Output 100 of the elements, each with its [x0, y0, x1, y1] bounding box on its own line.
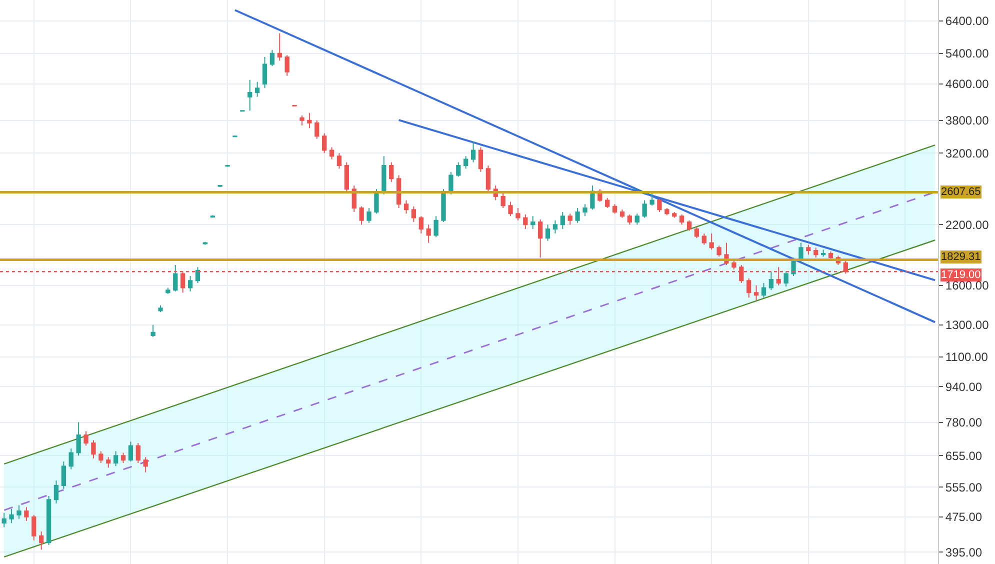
candlestick [694, 226, 700, 239]
candlestick [143, 456, 148, 473]
candlestick [575, 208, 580, 224]
candlestick [538, 218, 543, 258]
candlestick [336, 152, 342, 170]
y-tick-label: 1100.00 [945, 350, 988, 364]
candlestick [254, 81, 260, 98]
candlestick [9, 508, 14, 524]
candlestick [582, 204, 588, 217]
ref-line-label: 1829.31 [941, 251, 981, 263]
candlestick [262, 56, 268, 89]
candlestick [642, 200, 647, 218]
candlestick [552, 220, 558, 234]
candlestick [61, 461, 66, 490]
candlestick [136, 442, 140, 464]
candlestick [292, 104, 297, 107]
candlestick [486, 164, 490, 194]
candlestick [150, 324, 156, 338]
candlestick [166, 287, 170, 294]
candlestick [76, 422, 81, 456]
candlestick [814, 247, 818, 258]
candlestick [650, 190, 654, 206]
candlestick [16, 504, 22, 520]
candlestick [746, 278, 752, 298]
candlestick [500, 192, 506, 209]
y-tick-label: 3200.00 [945, 146, 990, 160]
candlestick [106, 456, 111, 468]
candlestick [523, 214, 528, 230]
candlestick [322, 132, 327, 154]
candlestick [478, 146, 484, 172]
candlestick [716, 245, 722, 258]
y-tick-label: 395.00 [945, 545, 982, 560]
candlestick [128, 441, 134, 462]
candlestick [188, 276, 193, 292]
y-tick-label: 780.00 [945, 416, 982, 430]
candlestick [46, 495, 52, 546]
candlestick [382, 156, 386, 195]
candlestick [24, 506, 29, 522]
candlestick [270, 49, 275, 67]
candlestick [768, 271, 774, 291]
candlestick [679, 214, 684, 226]
candlestick [627, 214, 632, 226]
candlestick [91, 440, 96, 460]
y-tick-label: 4600.00 [945, 77, 990, 92]
candlestick [620, 209, 625, 218]
candlestick [516, 208, 520, 221]
candlestick [426, 224, 431, 244]
candlestick [314, 120, 320, 140]
y-tick-label: 475.00 [945, 510, 982, 524]
candlestick [344, 162, 349, 194]
candlestick [508, 201, 513, 217]
candlestick [709, 232, 714, 250]
candlestick [195, 266, 200, 284]
candlestick [456, 162, 461, 178]
candlestick [68, 448, 74, 470]
candlestick [359, 206, 364, 226]
candlestick [798, 242, 804, 262]
candlestick [545, 224, 550, 242]
candlestick [702, 232, 706, 246]
candlestick [530, 216, 536, 230]
candlestick [470, 141, 476, 163]
candlestick [374, 188, 379, 214]
candlestick [329, 146, 334, 160]
candlestick [634, 213, 640, 226]
candlestick [672, 212, 677, 218]
candlestick [784, 271, 788, 288]
candlestick [664, 208, 670, 216]
candlestick [761, 282, 766, 298]
candlestick [284, 54, 290, 76]
candlestick [277, 32, 282, 62]
ref-line-label: 1719.00 [941, 269, 981, 281]
candlestick [120, 452, 126, 464]
candlestick [98, 450, 104, 464]
candlestick [464, 156, 468, 170]
candlestick [590, 185, 595, 210]
candlestick [389, 162, 394, 183]
candlestick [568, 213, 572, 226]
candlestick [300, 114, 304, 126]
candlestick [560, 212, 565, 230]
candlestick [828, 251, 834, 260]
y-tick-label: 555.00 [945, 480, 982, 494]
candlestick [158, 304, 163, 313]
candlestick [84, 430, 88, 446]
candlestick [806, 244, 811, 256]
y-tick-label: 6400.00 [945, 14, 990, 28]
candlestick [113, 450, 118, 467]
candlestick [32, 514, 36, 541]
candlestick [441, 188, 446, 223]
y-tick-label: 1600.00 [945, 278, 990, 293]
y-tick-label: 1300.00 [945, 318, 990, 332]
candlestick [54, 480, 59, 504]
candlestick [605, 197, 610, 209]
candlestick [210, 214, 215, 218]
candlestick [434, 216, 438, 238]
candlestick [218, 184, 222, 188]
candlestick [39, 530, 44, 550]
y-tick-label: 5400.00 [945, 46, 990, 61]
y-tick-label: 3800.00 [945, 114, 990, 128]
candlestick [411, 206, 416, 223]
candlestick [2, 512, 6, 528]
